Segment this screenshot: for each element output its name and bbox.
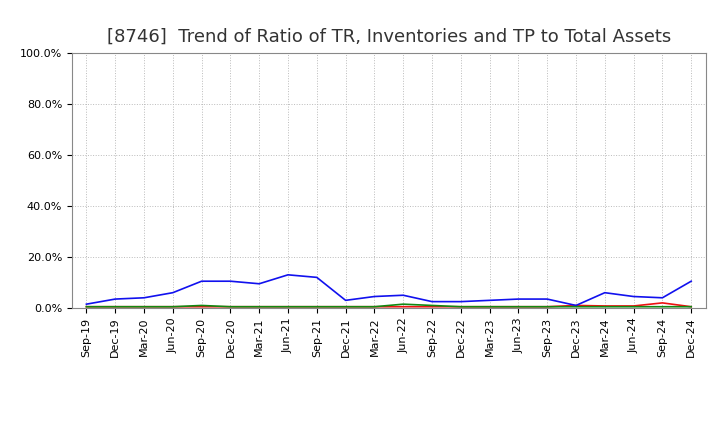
Trade Receivables bbox=[572, 303, 580, 308]
Trade Payables bbox=[485, 304, 494, 309]
Trade Payables bbox=[600, 304, 609, 309]
Trade Receivables bbox=[428, 304, 436, 309]
Inventories bbox=[341, 298, 350, 303]
Trade Payables bbox=[543, 304, 552, 309]
Inventories bbox=[284, 272, 292, 278]
Trade Payables bbox=[111, 304, 120, 309]
Trade Receivables bbox=[284, 304, 292, 309]
Trade Receivables bbox=[197, 304, 206, 309]
Inventories bbox=[600, 290, 609, 295]
Trade Payables bbox=[514, 304, 523, 309]
Trade Receivables bbox=[658, 300, 667, 305]
Inventories bbox=[514, 297, 523, 302]
Trade Payables bbox=[399, 301, 408, 307]
Inventories bbox=[370, 294, 379, 299]
Inventories bbox=[140, 295, 148, 301]
Trade Payables bbox=[428, 303, 436, 308]
Trade Payables bbox=[629, 304, 638, 309]
Inventories bbox=[399, 293, 408, 298]
Line: Trade Payables: Trade Payables bbox=[86, 304, 691, 307]
Trade Receivables bbox=[687, 304, 696, 309]
Inventories bbox=[168, 290, 177, 295]
Trade Payables bbox=[197, 303, 206, 308]
Trade Payables bbox=[456, 304, 465, 309]
Inventories bbox=[485, 298, 494, 303]
Inventories bbox=[572, 303, 580, 308]
Inventories bbox=[226, 279, 235, 284]
Trade Receivables bbox=[341, 304, 350, 309]
Trade Payables bbox=[658, 304, 667, 309]
Trade Payables bbox=[284, 304, 292, 309]
Inventories bbox=[543, 297, 552, 302]
Inventories bbox=[255, 281, 264, 286]
Inventories bbox=[687, 279, 696, 284]
Trade Payables bbox=[341, 304, 350, 309]
Trade Receivables bbox=[312, 304, 321, 309]
Trade Receivables bbox=[514, 304, 523, 309]
Line: Trade Receivables: Trade Receivables bbox=[86, 303, 691, 307]
Inventories bbox=[428, 299, 436, 304]
Trade Payables bbox=[255, 304, 264, 309]
Trade Receivables bbox=[255, 304, 264, 309]
Trade Receivables bbox=[82, 304, 91, 309]
Trade Payables bbox=[572, 304, 580, 309]
Trade Receivables bbox=[543, 304, 552, 309]
Trade Receivables bbox=[168, 304, 177, 309]
Trade Receivables bbox=[111, 304, 120, 309]
Trade Receivables bbox=[226, 304, 235, 309]
Trade Receivables bbox=[370, 304, 379, 309]
Title: [8746]  Trend of Ratio of TR, Inventories and TP to Total Assets: [8746] Trend of Ratio of TR, Inventories… bbox=[107, 28, 671, 46]
Line: Inventories: Inventories bbox=[86, 275, 691, 305]
Trade Receivables bbox=[629, 303, 638, 308]
Trade Payables bbox=[370, 304, 379, 309]
Inventories bbox=[456, 299, 465, 304]
Trade Payables bbox=[82, 304, 91, 309]
Trade Receivables bbox=[399, 304, 408, 309]
Inventories bbox=[197, 279, 206, 284]
Trade Payables bbox=[168, 304, 177, 309]
Inventories bbox=[312, 275, 321, 280]
Inventories bbox=[111, 297, 120, 302]
Inventories bbox=[658, 295, 667, 301]
Trade Receivables bbox=[140, 304, 148, 309]
Inventories bbox=[82, 301, 91, 307]
Trade Payables bbox=[312, 304, 321, 309]
Trade Receivables bbox=[456, 304, 465, 309]
Inventories bbox=[629, 294, 638, 299]
Trade Payables bbox=[140, 304, 148, 309]
Trade Payables bbox=[687, 304, 696, 309]
Trade Receivables bbox=[600, 303, 609, 308]
Trade Receivables bbox=[485, 304, 494, 309]
Trade Payables bbox=[226, 304, 235, 309]
